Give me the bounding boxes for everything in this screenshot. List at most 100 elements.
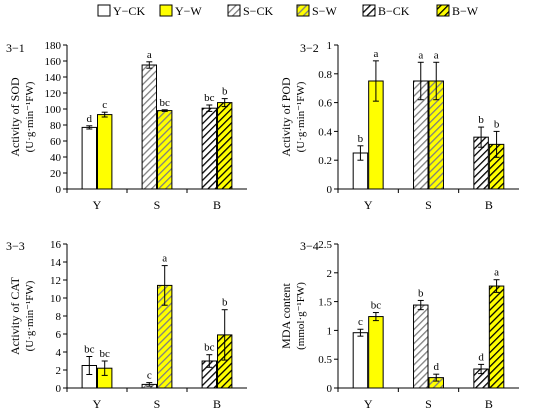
y-tick-label: 1 [327,325,333,337]
y-tick-label: 0.5 [318,354,332,366]
legend-label-5: B−W [452,4,479,18]
significance-letter: b [222,86,228,98]
bar-Y-W [97,114,113,190]
chart-legend: Y−CK Y−W S−CK S−W B−CK B−W [97,4,479,18]
y-tick-label: 0 [327,184,333,196]
x-tick-label: B [213,397,221,411]
y-axis-unit: (U·g·min⁻¹FW) [24,81,36,152]
bar-Y-W [368,316,384,389]
bar-S-CK [413,304,429,389]
y-tick-label: 0 [56,383,62,395]
y-axis-label: Activity of POD [279,77,293,157]
legend-label-3: S−W [312,4,337,18]
y-tick-label: 6 [56,329,62,341]
y-tick-label: 140 [45,72,62,84]
y-tick-label: 0.2 [318,155,332,167]
panel-1: 3−1 Activity of SOD (U·g·min⁻¹FW) 0 20 40 60 80… [6,40,247,212]
bar-B-W [488,285,505,389]
legend-label-4: B−CK [378,4,410,18]
significance-letter: bc [160,97,171,109]
significance-letter: bc [100,348,111,360]
bar-S-CK [141,64,158,190]
significance-letter: b [494,118,500,130]
y-tick-label: 0.8 [318,69,332,81]
significance-letter: d [87,113,93,125]
y-tick-label: 180 [45,40,62,52]
x-tick-label: B [485,397,493,411]
y-tick-label: 16 [50,239,62,251]
significance-letter: d [433,361,439,373]
significance-letter: a [162,253,167,265]
y-axis-unit: (U·g·min⁻¹FW) [24,280,36,351]
y-tick-label: 120 [45,88,62,100]
y-tick-label: 0 [327,383,333,395]
y-tick-label: 4 [56,347,62,359]
panel-label: 3−3 [6,239,25,253]
bar-S-W [157,110,173,190]
legend-label-1: Y−W [175,4,202,18]
significance-letter: d [478,351,484,363]
legend-label-0: Y−CK [113,4,145,18]
y-tick-label: 14 [50,257,62,269]
y-tick-label: 0.4 [318,126,332,138]
y-tick-label: 1.5 [318,297,332,309]
bar-Y-CK [352,332,369,389]
bar-Y-CK [81,126,97,190]
significance-letter: b [222,297,228,309]
y-axis-label: MDA content [279,283,293,349]
panel-2: 3−2 Activity of POD (U·g·min⁻¹FW) 0 0.2 0.4 0.… [279,40,519,212]
significance-letter: a [418,49,423,61]
bar-B-W [217,102,233,190]
significance-letter: c [358,316,363,328]
legend-swatch-4 [362,4,376,17]
significance-letter: bc [84,344,95,356]
significance-letter: a [373,48,378,60]
legend-label-2: S−CK [243,4,273,18]
panel-3: 3−3 Activity of CAT (U·g·min⁻¹FW) 0 2 4 6 8 10 12… [6,239,247,411]
legend-swatch-5 [436,4,450,17]
panel-label: 3−4 [300,239,319,253]
significance-letter: a [494,267,499,279]
y-axis-unit: (mmol·g⁻¹FW) [295,282,307,350]
y-tick-label: 0.6 [318,98,332,110]
y-axis-label: Activity of SOD [8,77,22,157]
y-tick-label: 10 [50,293,62,305]
x-tick-label: S [425,397,432,411]
x-tick-label: B [213,198,221,212]
x-tick-label: Y [364,198,373,212]
y-tick-label: 100 [45,104,62,116]
y-axis-unit: (U·g·min⁻¹FW) [295,81,307,152]
legend-swatch-1 [159,4,173,17]
significance-letter: b [418,287,424,299]
legend-swatch-0 [97,4,111,17]
y-tick-label: 12 [50,275,61,287]
x-tick-label: Y [364,397,373,411]
legend-swatch-2 [227,4,241,17]
y-tick-label: 160 [45,56,62,68]
y-tick-label: 2 [327,268,333,280]
significance-letter: bc [204,342,215,354]
panel-label: 3−1 [6,41,25,55]
x-tick-label: S [154,198,161,212]
panel-4: 3−4 MDA content (mmol·g⁻¹FW) 0 0.5 1 1.5 2 2.5 Yc… [279,239,519,411]
significance-letter: b [478,114,484,126]
panel-label: 3−2 [300,41,319,55]
significance-letter: a [147,49,152,61]
significance-letter: bc [204,92,215,104]
y-tick-label: 1 [327,40,333,52]
x-tick-label: S [425,198,432,212]
y-axis-label: Activity of CAT [8,276,22,355]
y-tick-label: 20 [50,168,62,180]
x-tick-label: Y [93,198,102,212]
y-tick-label: 60 [50,136,62,148]
y-tick-label: 0 [56,184,62,196]
x-tick-label: B [485,198,493,212]
significance-letter: c [102,99,107,111]
significance-letter: b [358,133,364,145]
significance-letter: bc [371,300,382,312]
y-tick-label: 40 [50,152,62,164]
significance-letter: a [434,49,439,61]
x-tick-label: Y [93,397,102,411]
